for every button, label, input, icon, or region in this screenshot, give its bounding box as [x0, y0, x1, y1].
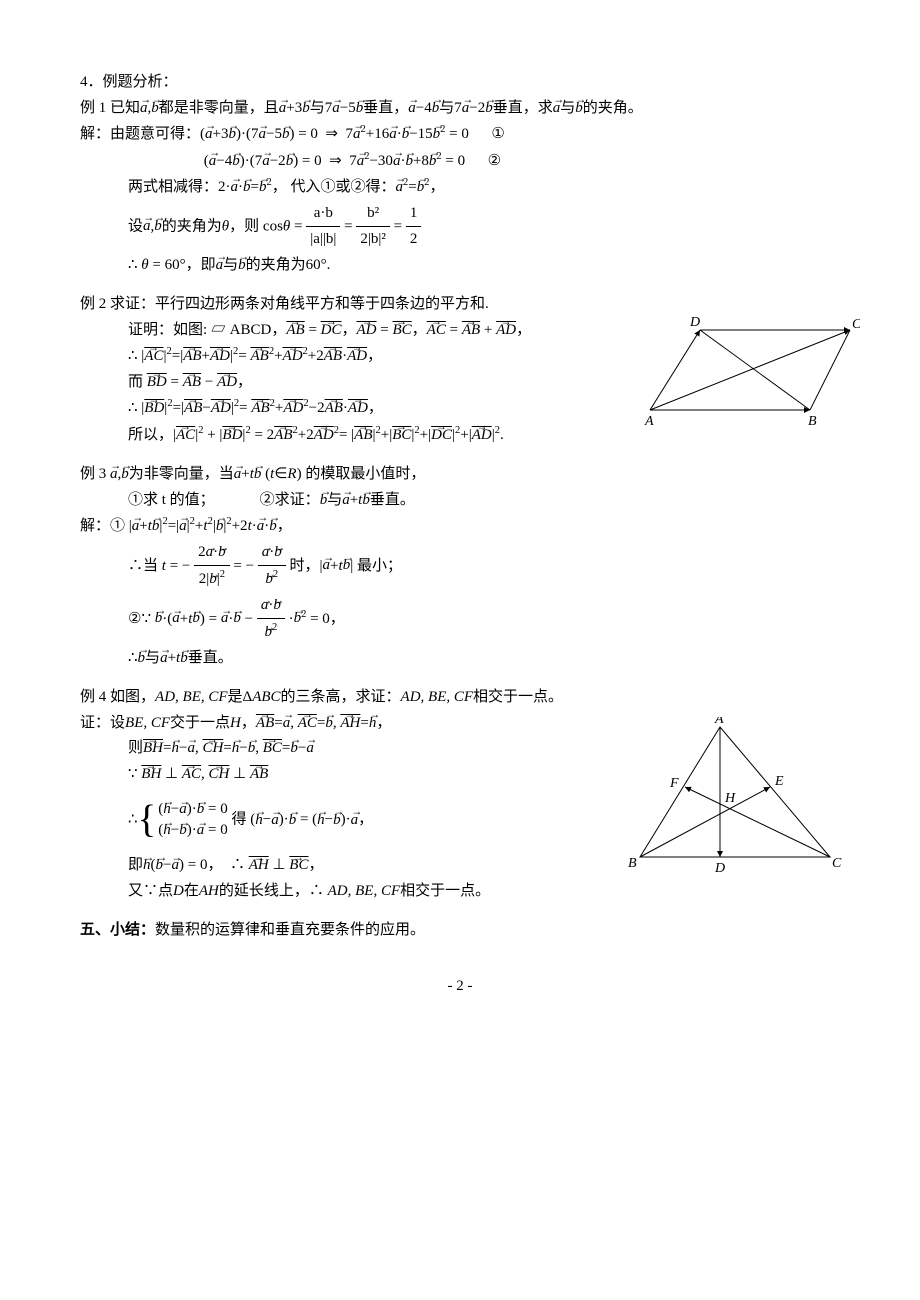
- sol-label: 解：: [80, 518, 110, 534]
- ex3-line2: ∴当 t = − 2a·b2|b|2 = − a·bb2 时，|a+tb| 最小…: [80, 540, 840, 593]
- example-1: 例 1 已知a,b都是非零向量，且a+3b与7a−5b垂直，a−4b与7a−2b…: [80, 96, 840, 279]
- ex3-line1: 解：① |a+tb|2=|a|2+t2|b|2+2t·a·b，: [80, 513, 840, 540]
- svg-text:E: E: [774, 774, 784, 789]
- fig-label-c: C: [852, 317, 860, 332]
- proof-label: 证明：: [128, 322, 173, 338]
- frac-den: |a||b|: [306, 227, 340, 253]
- summary-label: 五、小结：: [80, 922, 155, 938]
- fig-label-d: D: [689, 315, 700, 330]
- ex1-sol4: 设a,b的夹角为θ，则 cosθ = a·b|a||b| = b²2|b|² =…: [80, 201, 840, 253]
- svg-text:C: C: [832, 856, 842, 871]
- eq-num-2: ②: [488, 153, 501, 169]
- frac-num: a·b: [306, 201, 340, 228]
- frac-den: 2|b|²: [356, 227, 390, 253]
- ex3-problem: 例 3 a,b为非零向量，当a+tb (t∈R) 的模取最小值时，: [80, 462, 840, 488]
- ex1-sol5: ∴ θ = 60°，即a与b的夹角为60°.: [80, 253, 840, 279]
- frac-num: 1: [406, 201, 422, 228]
- eq-num-1: ①: [491, 126, 504, 142]
- ex4-label: 例 4: [80, 689, 106, 705]
- svg-text:A: A: [714, 717, 724, 727]
- section-header: 4．例题分析：: [80, 70, 840, 96]
- example-4: A B C D E F H 例 4 如图，AD, BE, CF是ΔABC的三条高…: [80, 685, 840, 904]
- svg-text:F: F: [669, 776, 679, 791]
- page-number: - 2 -: [80, 974, 840, 1000]
- ex3-line3: ②∵ b·(a+tb) = a·b − a·bb2 ·b2 = 0，: [80, 593, 840, 646]
- triangle-figure: A B C D E F H: [620, 717, 850, 887]
- sol-label: 解：: [80, 126, 110, 142]
- ex1-sol1: 解：由题意可得：(a+3b)·(7a−5b) = 0 ⇒ 7a2+16a·b−1…: [80, 121, 840, 148]
- ex3-label: 例 3: [80, 466, 106, 482]
- svg-text:D: D: [714, 861, 725, 876]
- example-3: 例 3 a,b为非零向量，当a+tb (t∈R) 的模取最小值时， ①求 t 的…: [80, 462, 840, 671]
- parallelogram-figure: A B C D: [630, 310, 860, 430]
- fig-label-b: B: [808, 414, 817, 429]
- ex3-line4: ∴b与a+tb垂直。: [80, 646, 840, 672]
- frac-num: b²: [356, 201, 390, 228]
- ex4-problem: 例 4 如图，AD, BE, CF是ΔABC的三条高，求证：AD, BE, CF…: [80, 685, 840, 711]
- fig-label-a: A: [644, 414, 654, 429]
- ex1-problem: 例 1 已知a,b都是非零向量，且a+3b与7a−5b垂直，a−4b与7a−2b…: [80, 96, 840, 122]
- summary-text: 数量积的运算律和垂直充要条件的应用。: [155, 922, 425, 938]
- ex1-sol2: (a−4b)·(7a−2b) = 0 ⇒ 7a2−30a·b+8b2 = 0 ②: [80, 148, 840, 175]
- ex1-label: 例 1: [80, 100, 106, 116]
- proof-label: 证：: [80, 715, 110, 731]
- frac-den: 2: [406, 227, 422, 253]
- ex1-sol3: 两式相减得：2·a·b=b2， 代入①或②得：a2=b2，: [80, 174, 840, 201]
- summary: 五、小结：数量积的运算律和垂直充要条件的应用。: [80, 918, 840, 944]
- svg-text:B: B: [628, 856, 637, 871]
- ex3-sub1: ①求 t 的值；: [128, 492, 215, 508]
- ex3-subs: ①求 t 的值； ②求证：b与a+tb垂直。: [80, 488, 840, 514]
- ex2-label: 例 2: [80, 296, 106, 312]
- example-2: A B C D 例 2 求证：平行四边形两条对角线平方和等于四条边的平方和. 证…: [80, 292, 840, 448]
- svg-text:H: H: [724, 791, 736, 806]
